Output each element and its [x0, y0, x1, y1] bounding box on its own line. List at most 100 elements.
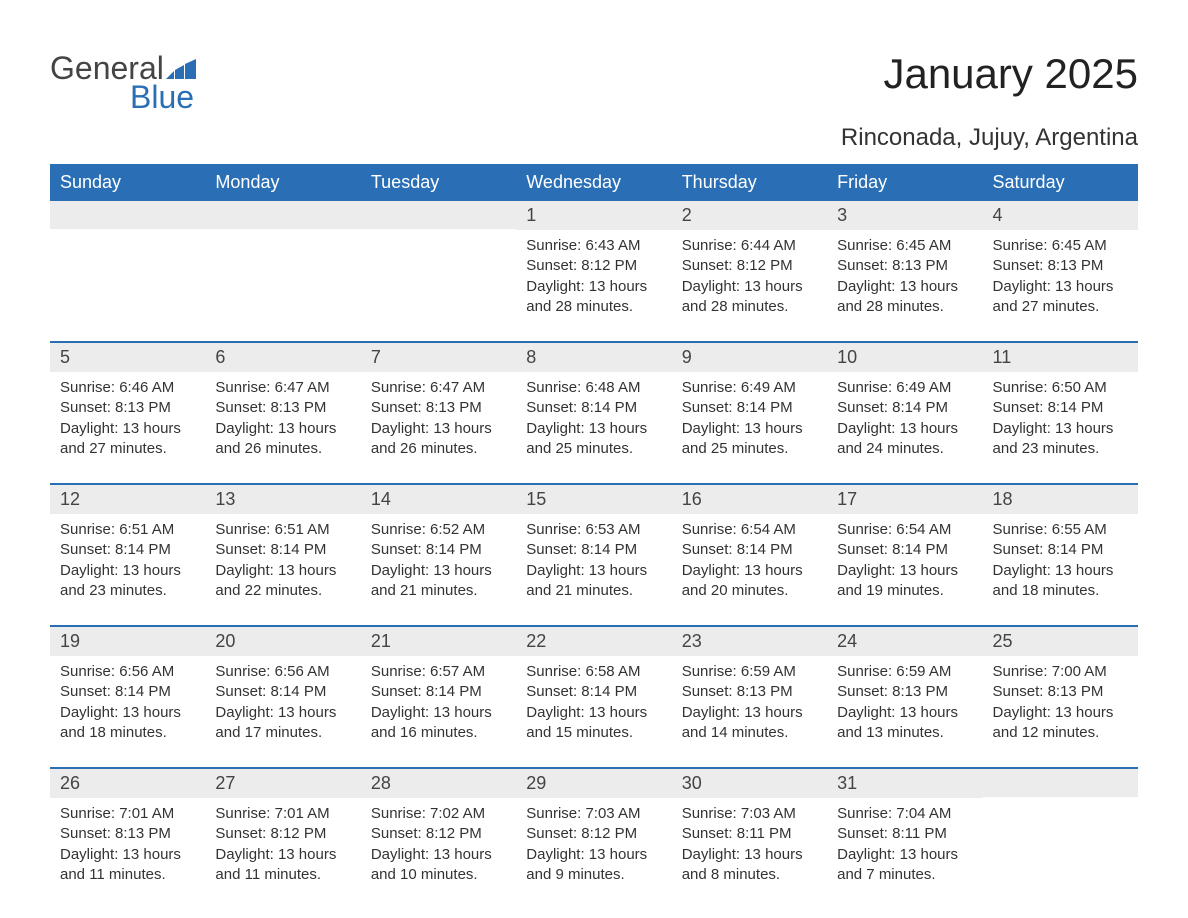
sunrise-text: Sunrise: 6:48 AM	[526, 378, 661, 398]
daylight-text: Daylight: 13 hours and 25 minutes.	[526, 419, 661, 460]
sunrise-text: Sunrise: 6:53 AM	[526, 520, 661, 540]
daylight-text: Daylight: 13 hours and 23 minutes.	[60, 561, 195, 602]
day-number-empty	[50, 201, 205, 229]
day-content: Sunrise: 7:02 AMSunset: 8:12 PMDaylight:…	[361, 798, 516, 899]
sunrise-text: Sunrise: 6:59 AM	[682, 662, 817, 682]
day-number: 29	[516, 769, 671, 798]
sunset-text: Sunset: 8:11 PM	[837, 824, 972, 844]
day-content: Sunrise: 6:45 AMSunset: 8:13 PMDaylight:…	[827, 230, 982, 331]
sunrise-text: Sunrise: 6:44 AM	[682, 236, 817, 256]
day-cell: 16Sunrise: 6:54 AMSunset: 8:14 PMDayligh…	[672, 485, 827, 625]
day-content: Sunrise: 7:03 AMSunset: 8:11 PMDaylight:…	[672, 798, 827, 899]
sunset-text: Sunset: 8:14 PM	[60, 682, 195, 702]
daylight-text: Daylight: 13 hours and 16 minutes.	[371, 703, 506, 744]
sunset-text: Sunset: 8:14 PM	[215, 682, 350, 702]
daylight-text: Daylight: 13 hours and 11 minutes.	[215, 845, 350, 886]
sunset-text: Sunset: 8:13 PM	[993, 682, 1128, 702]
day-content: Sunrise: 6:47 AMSunset: 8:13 PMDaylight:…	[205, 372, 360, 473]
day-number: 28	[361, 769, 516, 798]
sunrise-text: Sunrise: 7:03 AM	[526, 804, 661, 824]
day-number: 13	[205, 485, 360, 514]
sunset-text: Sunset: 8:14 PM	[837, 540, 972, 560]
day-cell: 13Sunrise: 6:51 AMSunset: 8:14 PMDayligh…	[205, 485, 360, 625]
week-row: 26Sunrise: 7:01 AMSunset: 8:13 PMDayligh…	[50, 767, 1138, 909]
day-content: Sunrise: 6:44 AMSunset: 8:12 PMDaylight:…	[672, 230, 827, 331]
day-number: 31	[827, 769, 982, 798]
day-cell: 5Sunrise: 6:46 AMSunset: 8:13 PMDaylight…	[50, 343, 205, 483]
day-header: Thursday	[672, 164, 827, 201]
day-cell: 21Sunrise: 6:57 AMSunset: 8:14 PMDayligh…	[361, 627, 516, 767]
daylight-text: Daylight: 13 hours and 10 minutes.	[371, 845, 506, 886]
day-content: Sunrise: 6:50 AMSunset: 8:14 PMDaylight:…	[983, 372, 1138, 473]
day-cell	[361, 201, 516, 341]
day-cell: 26Sunrise: 7:01 AMSunset: 8:13 PMDayligh…	[50, 769, 205, 909]
day-content: Sunrise: 6:56 AMSunset: 8:14 PMDaylight:…	[205, 656, 360, 757]
day-cell: 1Sunrise: 6:43 AMSunset: 8:12 PMDaylight…	[516, 201, 671, 341]
daylight-text: Daylight: 13 hours and 27 minutes.	[993, 277, 1128, 318]
sunset-text: Sunset: 8:14 PM	[682, 398, 817, 418]
day-cell: 25Sunrise: 7:00 AMSunset: 8:13 PMDayligh…	[983, 627, 1138, 767]
sunset-text: Sunset: 8:14 PM	[371, 540, 506, 560]
sunset-text: Sunset: 8:13 PM	[60, 398, 195, 418]
day-cell: 8Sunrise: 6:48 AMSunset: 8:14 PMDaylight…	[516, 343, 671, 483]
day-cell: 12Sunrise: 6:51 AMSunset: 8:14 PMDayligh…	[50, 485, 205, 625]
day-content: Sunrise: 6:51 AMSunset: 8:14 PMDaylight:…	[50, 514, 205, 615]
day-number: 26	[50, 769, 205, 798]
week-row: 19Sunrise: 6:56 AMSunset: 8:14 PMDayligh…	[50, 625, 1138, 767]
daylight-text: Daylight: 13 hours and 28 minutes.	[682, 277, 817, 318]
daylight-text: Daylight: 13 hours and 25 minutes.	[682, 419, 817, 460]
day-number: 21	[361, 627, 516, 656]
daylight-text: Daylight: 13 hours and 19 minutes.	[837, 561, 972, 602]
sunset-text: Sunset: 8:14 PM	[371, 682, 506, 702]
day-number: 25	[983, 627, 1138, 656]
day-number: 10	[827, 343, 982, 372]
day-content: Sunrise: 7:01 AMSunset: 8:13 PMDaylight:…	[50, 798, 205, 899]
header: General Blue January 2025	[50, 50, 1138, 116]
daylight-text: Daylight: 13 hours and 28 minutes.	[526, 277, 661, 318]
day-cell: 4Sunrise: 6:45 AMSunset: 8:13 PMDaylight…	[983, 201, 1138, 341]
day-content: Sunrise: 6:59 AMSunset: 8:13 PMDaylight:…	[672, 656, 827, 757]
day-cell: 27Sunrise: 7:01 AMSunset: 8:12 PMDayligh…	[205, 769, 360, 909]
day-content: Sunrise: 6:58 AMSunset: 8:14 PMDaylight:…	[516, 656, 671, 757]
day-number: 8	[516, 343, 671, 372]
week-row: 5Sunrise: 6:46 AMSunset: 8:13 PMDaylight…	[50, 341, 1138, 483]
day-number: 2	[672, 201, 827, 230]
day-number: 5	[50, 343, 205, 372]
day-content: Sunrise: 6:49 AMSunset: 8:14 PMDaylight:…	[672, 372, 827, 473]
day-number: 24	[827, 627, 982, 656]
daylight-text: Daylight: 13 hours and 18 minutes.	[993, 561, 1128, 602]
day-content: Sunrise: 6:48 AMSunset: 8:14 PMDaylight:…	[516, 372, 671, 473]
sunrise-text: Sunrise: 6:59 AM	[837, 662, 972, 682]
sunset-text: Sunset: 8:13 PM	[682, 682, 817, 702]
day-number: 11	[983, 343, 1138, 372]
day-cell	[983, 769, 1138, 909]
day-cell: 28Sunrise: 7:02 AMSunset: 8:12 PMDayligh…	[361, 769, 516, 909]
day-number: 7	[361, 343, 516, 372]
day-headers-row: SundayMondayTuesdayWednesdayThursdayFrid…	[50, 164, 1138, 201]
sunset-text: Sunset: 8:12 PM	[371, 824, 506, 844]
daylight-text: Daylight: 13 hours and 23 minutes.	[993, 419, 1128, 460]
day-number: 6	[205, 343, 360, 372]
sunset-text: Sunset: 8:13 PM	[837, 256, 972, 276]
day-content: Sunrise: 7:00 AMSunset: 8:13 PMDaylight:…	[983, 656, 1138, 757]
sunset-text: Sunset: 8:14 PM	[526, 540, 661, 560]
daylight-text: Daylight: 13 hours and 9 minutes.	[526, 845, 661, 886]
day-cell: 17Sunrise: 6:54 AMSunset: 8:14 PMDayligh…	[827, 485, 982, 625]
sunset-text: Sunset: 8:14 PM	[837, 398, 972, 418]
sunrise-text: Sunrise: 6:47 AM	[371, 378, 506, 398]
day-cell: 3Sunrise: 6:45 AMSunset: 8:13 PMDaylight…	[827, 201, 982, 341]
sunset-text: Sunset: 8:14 PM	[60, 540, 195, 560]
logo-blue-text: Blue	[130, 79, 202, 116]
day-cell: 14Sunrise: 6:52 AMSunset: 8:14 PMDayligh…	[361, 485, 516, 625]
day-cell: 2Sunrise: 6:44 AMSunset: 8:12 PMDaylight…	[672, 201, 827, 341]
sunset-text: Sunset: 8:13 PM	[993, 256, 1128, 276]
page-title: January 2025	[883, 50, 1138, 98]
daylight-text: Daylight: 13 hours and 13 minutes.	[837, 703, 972, 744]
sunset-text: Sunset: 8:12 PM	[215, 824, 350, 844]
daylight-text: Daylight: 13 hours and 20 minutes.	[682, 561, 817, 602]
sunset-text: Sunset: 8:13 PM	[215, 398, 350, 418]
day-content: Sunrise: 6:45 AMSunset: 8:13 PMDaylight:…	[983, 230, 1138, 331]
day-number: 4	[983, 201, 1138, 230]
day-content: Sunrise: 6:43 AMSunset: 8:12 PMDaylight:…	[516, 230, 671, 331]
sunrise-text: Sunrise: 7:02 AM	[371, 804, 506, 824]
